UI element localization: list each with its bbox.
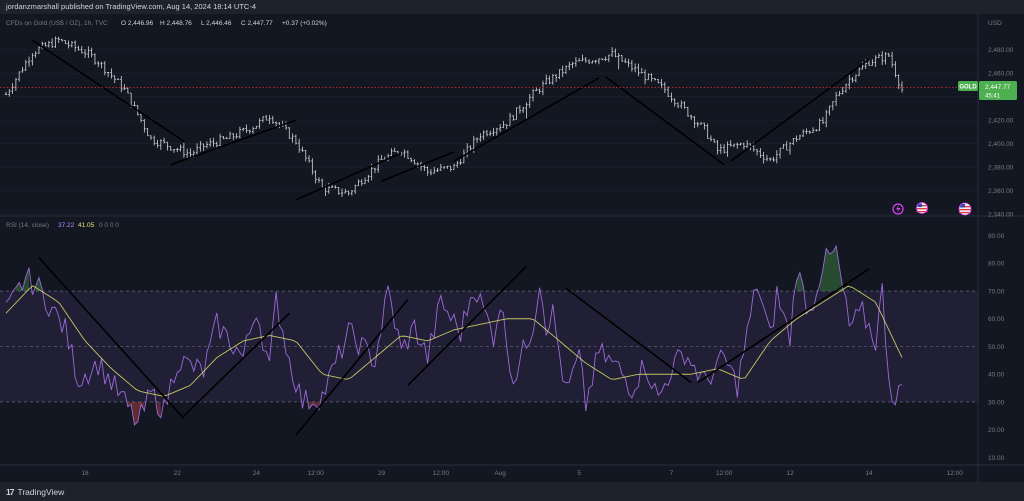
legend-symbol[interactable]: CFDs on Gold (US$ / OZ), 1h, TVC — [6, 20, 108, 27]
price-candles — [4, 36, 904, 198]
price-axis[interactable]: USD 2,480.002,460.002,440.002,420.002,40… — [988, 20, 1014, 218]
rsi-tick-label: 70.00 — [988, 288, 1005, 295]
price-trendline — [730, 58, 870, 162]
time-tick-label: 12:00 — [308, 470, 325, 477]
rsi-axis[interactable]: 90.00 80.00 70.00 60.00 50.00 40.00 30.00 20.00… — [988, 233, 1005, 462]
tradingview-logo-icon: 17 — [6, 487, 15, 497]
trendlines[interactable] — [31, 39, 870, 436]
rsi-legend-ma-value: 41.05 — [78, 222, 95, 229]
lightning-icon[interactable] — [892, 203, 904, 215]
attribution-text: jordanzmarshall published on TradingView… — [6, 2, 257, 11]
rsi-trendline — [697, 268, 870, 384]
us-flag-icon[interactable] — [916, 202, 928, 214]
price-trendline — [31, 39, 185, 142]
rsi-tick-label: 60.00 — [988, 316, 1005, 323]
price-legend: CFDs on Gold (US$ / OZ), 1h, TVC O 2,446… — [6, 20, 327, 27]
rsi-trendline — [407, 265, 528, 386]
us-flag-icon[interactable] — [958, 202, 972, 216]
price-badge-countdown: 45:41 — [985, 94, 1001, 100]
price-badge-value: 2,447.77 — [985, 84, 1011, 91]
rsi-overbought-fill — [25, 267, 30, 292]
legend-close: C 2,447.77 — [241, 20, 273, 27]
price-trendline — [295, 152, 402, 201]
rsi-trendline — [183, 312, 290, 417]
rsi-series — [5, 244, 903, 426]
rsi-tick-label: 10.00 — [988, 455, 1005, 462]
rsi-ma-line — [5, 285, 903, 397]
rsi-legend-value: 37.22 — [58, 222, 75, 229]
time-tick-label: 7 — [670, 470, 674, 477]
rsi-tick-label: 90.00 — [988, 233, 1005, 240]
price-tick-label: 2,480.00 — [988, 47, 1014, 54]
rsi-overbought-fill — [836, 245, 840, 292]
rsi-overbought-fill — [15, 282, 20, 292]
time-tick-label: 22 — [174, 470, 182, 477]
rsi-legend-extra: 0 0 0 0 — [99, 222, 119, 229]
rsi-overbought-fill — [822, 248, 827, 292]
time-tick-label: 12:00 — [716, 470, 733, 477]
price-badge-bg — [979, 81, 1017, 100]
price-trendline — [170, 119, 297, 166]
time-tick-label: 29 — [378, 470, 386, 477]
footer-bar: 17 TradingView — [0, 482, 1024, 501]
price-tick-label: 2,380.00 — [988, 164, 1014, 171]
price-trendline — [605, 76, 725, 166]
time-tick-label: 12:00 — [947, 470, 964, 477]
rsi-overbought-fill — [829, 252, 833, 292]
tradingview-logo[interactable]: 17 TradingView — [6, 487, 64, 497]
price-trendline — [453, 77, 600, 162]
currency-label[interactable]: USD — [988, 20, 1002, 27]
rsi-overbought-fill — [832, 245, 837, 292]
rsi-oversold-fill — [127, 401, 132, 407]
rsi-oversold-fill — [312, 401, 316, 406]
rsi-band — [0, 290, 978, 403]
tradingview-brand: TradingView — [17, 487, 65, 497]
time-tick-label: 24 — [253, 470, 261, 477]
legend-open: O 2,446.96 — [121, 20, 154, 27]
event-markers[interactable] — [892, 202, 972, 216]
price-tick-label: 2,360.00 — [988, 188, 1014, 195]
chart-area[interactable]: CFDs on Gold (US$ / OZ), 1h, TVC O 2,446… — [0, 14, 1024, 482]
current-price-badge: GOLD 2,447.77 45:41 — [958, 81, 1017, 100]
time-tick-label: 12 — [786, 470, 794, 477]
rsi-tick-label: 40.00 — [988, 372, 1005, 379]
legend-change: +0.37 (+0.02%) — [282, 20, 327, 27]
price-trendline — [381, 151, 455, 182]
publish-header: jordanzmarshall published on TradingView… — [0, 0, 1024, 14]
legend-low: L 2,446.46 — [201, 20, 232, 27]
price-tick-label: 2,460.00 — [988, 71, 1014, 78]
rsi-oversold-fill — [134, 401, 138, 425]
rsi-tick-label: 50.00 — [988, 344, 1005, 351]
rsi-trendline — [38, 257, 185, 420]
time-tick-label: 18 — [81, 470, 89, 477]
rsi-oversold-fill — [157, 401, 161, 418]
rsi-overbought-fill — [826, 248, 830, 292]
symbol-badge-bg — [958, 81, 978, 91]
rsi-trendline — [295, 298, 409, 436]
time-tick-label: 5 — [577, 470, 581, 477]
time-tick-label: Aug — [494, 470, 506, 477]
rsi-legend-name[interactable]: RSI (14, close) — [6, 222, 49, 229]
price-tick-label: 2,340.00 — [988, 211, 1014, 218]
rsi-trendline — [565, 287, 692, 384]
rsi-tick-label: 30.00 — [988, 399, 1005, 406]
chart-svg[interactable]: CFDs on Gold (US$ / OZ), 1h, TVC O 2,446… — [0, 14, 1024, 482]
legend-high: H 2,448.76 — [160, 20, 192, 27]
rsi-tick-label: 80.00 — [988, 261, 1005, 268]
symbol-badge-text: GOLD — [959, 85, 977, 91]
price-tick-label: 2,400.00 — [988, 141, 1014, 148]
price-tick-label: 2,420.00 — [988, 117, 1014, 124]
price-gridlines — [0, 49, 978, 215]
rsi-legend: RSI (14, close) 37.22 41.05 0 0 0 0 — [6, 222, 119, 229]
rsi-overbought-fill — [796, 272, 800, 292]
rsi-tick-label: 20.00 — [988, 427, 1005, 434]
time-tick-label: 14 — [865, 470, 873, 477]
rsi-line — [5, 244, 903, 426]
time-axis[interactable]: 18 22 24 12:00 29 12:00 Aug 5 7 12:00 12 14 12:00 — [81, 470, 963, 477]
time-tick-label: 12:00 — [433, 470, 450, 477]
